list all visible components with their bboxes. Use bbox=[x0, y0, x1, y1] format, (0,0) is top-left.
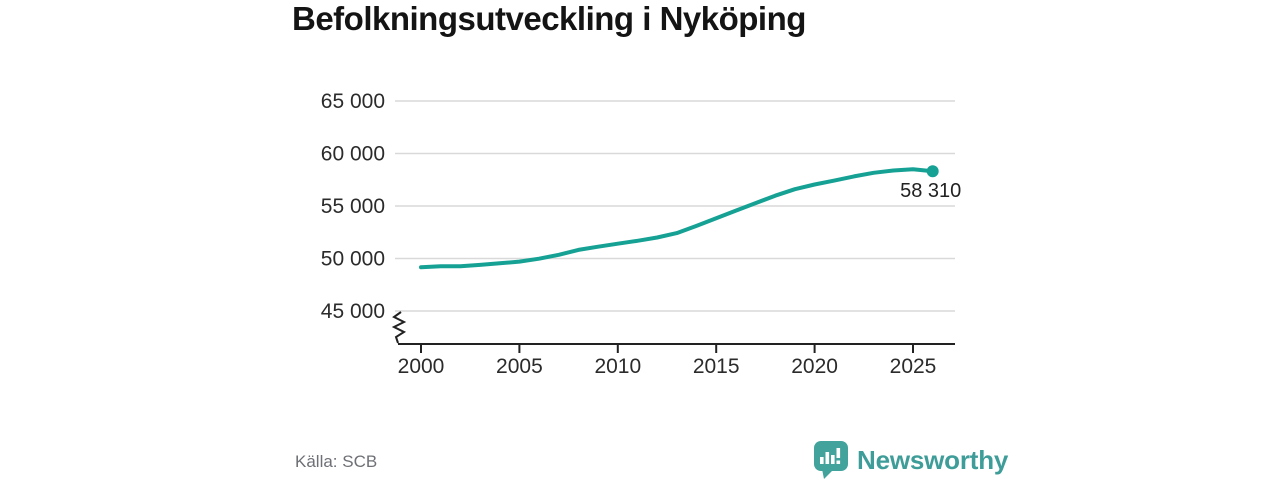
population-series: 58 310 bbox=[419, 165, 961, 270]
gridlines bbox=[395, 100, 955, 312]
bar-chart-glyph bbox=[820, 448, 841, 464]
axis-break-icon bbox=[391, 311, 407, 344]
newsworthy-logo-text: Newsworthy bbox=[857, 445, 1009, 475]
source-label: Källa: SCB bbox=[295, 452, 378, 471]
population-line bbox=[419, 167, 935, 270]
x-tick-label: 2015 bbox=[693, 355, 740, 378]
x-tick-label: 2000 bbox=[398, 355, 445, 378]
y-tick-label: 50 000 bbox=[321, 248, 385, 271]
x-axis: 2000 2005 2010 2015 2020 2025 bbox=[398, 343, 955, 378]
endpoint-marker bbox=[926, 165, 939, 178]
y-tick-label: 60 000 bbox=[321, 143, 385, 166]
x-tick-label: 2020 bbox=[791, 355, 838, 378]
x-tick-label: 2010 bbox=[594, 355, 641, 378]
speech-bubble-tail bbox=[822, 469, 834, 479]
y-axis-labels: 45 000 50 000 55 000 60 000 65 000 bbox=[321, 90, 385, 323]
x-tick-label: 2025 bbox=[890, 355, 937, 378]
x-tick-label: 2005 bbox=[496, 355, 543, 378]
y-tick-label: 65 000 bbox=[321, 90, 385, 113]
newsworthy-logo: Newsworthy bbox=[813, 440, 1008, 480]
chart-title: Befolkningsutveckling i Nyköping bbox=[292, 0, 806, 37]
endpoint-label: 58 310 bbox=[900, 180, 961, 202]
y-tick-label: 55 000 bbox=[321, 195, 385, 218]
y-tick-label: 45 000 bbox=[321, 300, 385, 323]
newsworthy-logo-icon bbox=[814, 441, 848, 479]
